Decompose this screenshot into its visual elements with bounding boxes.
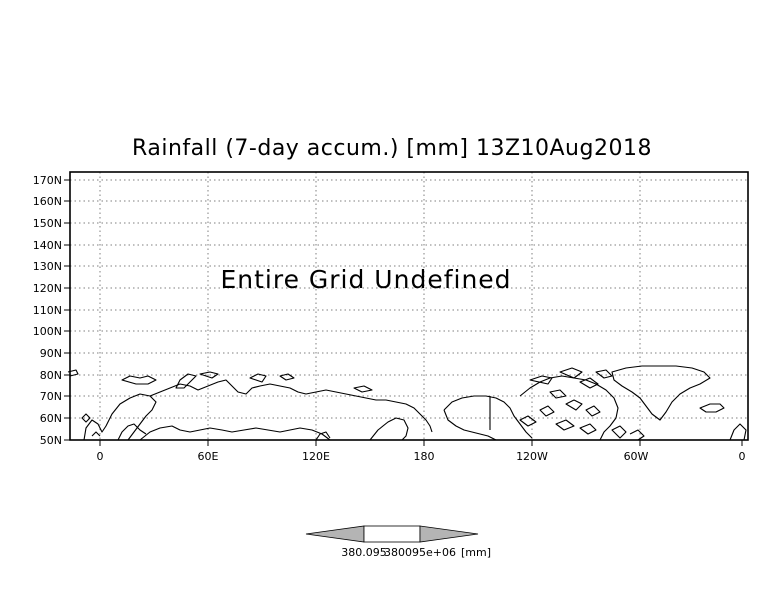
longitude-axis: 0 60E 120E 180 120W 60W 0 (97, 440, 746, 463)
lat-label-90n: 90N (40, 347, 62, 360)
lat-label-150n: 150N (33, 217, 62, 230)
lat-label-110n: 110N (33, 304, 62, 317)
colorbar-right-triangle (419, 525, 479, 543)
lat-label-160n: 160N (33, 195, 62, 208)
grid-lines (70, 172, 748, 440)
colorbar-left-triangle (305, 525, 365, 543)
colorbar-unit-label: [mm] (461, 546, 491, 559)
undefined-grid-message: Entire Grid Undefined (220, 265, 511, 294)
colorbar: 380.095 380095e+06 [mm] (305, 525, 491, 559)
lon-label-0-end: 0 (739, 450, 746, 463)
lon-label-120e: 120E (302, 450, 330, 463)
coastlines (67, 365, 747, 441)
lon-label-0: 0 (97, 450, 104, 463)
lat-label-130n: 130N (33, 260, 62, 273)
colorbar-mid-label: 380095e+06 (384, 546, 456, 559)
colorbar-middle-box (363, 525, 421, 543)
lon-label-180: 180 (414, 450, 435, 463)
lat-label-120n: 120N (33, 282, 62, 295)
lon-label-60w: 60W (624, 450, 649, 463)
lon-label-120w: 120W (516, 450, 548, 463)
lat-label-60n: 60N (40, 412, 62, 425)
lat-label-140n: 140N (33, 239, 62, 252)
lat-label-100n: 100N (33, 325, 62, 338)
map-frame (69, 171, 749, 441)
lat-label-80n: 80N (40, 369, 62, 382)
lon-label-60e: 60E (198, 450, 219, 463)
lat-label-50n: 50N (40, 434, 62, 447)
lat-label-170n: 170N (33, 174, 62, 187)
colorbar-low-label: 380.095 (341, 546, 387, 559)
map-title: Rainfall (7-day accum.) [mm] 13Z10Aug201… (132, 136, 652, 161)
latitude-axis: 170N 160N 150N 140N 130N 120N 110N 100N … (33, 174, 70, 447)
lat-label-70n: 70N (40, 390, 62, 403)
